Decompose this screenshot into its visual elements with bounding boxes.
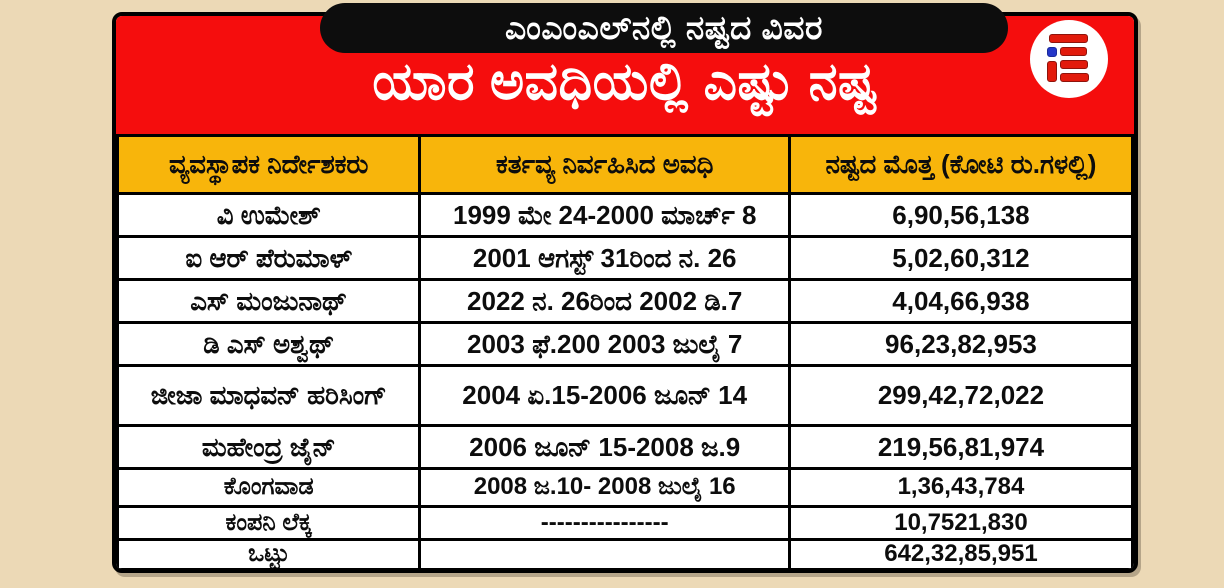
cell-period: 2006 ಜೂನ್ 15-2008 ಜ.9	[418, 424, 791, 470]
main-headline: ಯಾರ ಅವಧಿಯಲ್ಲಿ ಎಷ್ಟು ನಷ್ಟ	[372, 53, 878, 111]
title-pill-text: ಎಂಎಂಎಲ್‌ನಲ್ಲಿ ನಷ್ಟದ ವಿವರ	[505, 8, 823, 46]
table-row: ಮಹೇಂದ್ರ ಜೈನ್ 2006 ಜೂನ್ 15-2008 ಜ.9 219,5…	[116, 424, 1134, 470]
cell-director: ಐ ಆರ್ ಪೆರುಮಾಳ್	[116, 235, 422, 281]
table-row: ವಿ ಉಮೇಶ್ 1999 ಮೇ 24-2000 ಮಾರ್ಚ್ 8 6,90,5…	[116, 192, 1134, 238]
infographic-card: ಯಾರ ಅವಧಿಯಲ್ಲಿ ಎಷ್ಟು ನಷ್ಟ ವ್ಯವಸ್ಥಾಪಕ ನಿರ್…	[112, 12, 1138, 573]
cell-loss: 219,56,81,974	[787, 424, 1134, 470]
cell-period: 2022 ನ. 26ರಿಂದ 2002 ಡಿ.7	[418, 278, 791, 324]
news-brand-logo-icon	[1030, 20, 1108, 98]
table-row-total: ಒಟ್ಟು 642,32,85,951	[116, 538, 1134, 569]
cell-director: ಎಸ್ ಮಂಜುನಾಥ್	[116, 278, 422, 324]
col-header-period: ಕರ್ತವ್ಯ ನಿರ್ವಹಿಸಿದ ಅವಧಿ	[418, 134, 791, 195]
table-row: ಕಂಪನಿ ಲೆಕ್ಕ ---------------- 10,7521,830	[116, 505, 1134, 541]
logo-bar-bottom	[1060, 73, 1089, 82]
cell-loss: 10,7521,830	[787, 505, 1134, 541]
loss-table: ವ್ಯವಸ್ಥಾಪಕ ನಿರ್ದೇಶಕರು ಕರ್ತವ್ಯ ನಿರ್ವಹಿಸಿದ…	[116, 134, 1134, 569]
cell-director: ಕಂಪನಿ ಲೆಕ್ಕ	[116, 505, 422, 541]
cell-director: ಮಹೇಂದ್ರ ಜೈನ್	[116, 424, 422, 470]
cell-period: 2001 ಆಗಸ್ಟ್ 31ರಿಂದ ನ. 26	[418, 235, 791, 281]
cell-period: 2003 ಫೆ.200 2003 ಜುಲೈ 7	[418, 321, 791, 367]
logo-bar-vertical	[1047, 61, 1057, 82]
cell-period: ----------------	[418, 505, 791, 541]
table-row: ಡಿ ಎಸ್ ಅಶ್ವಥ್ 2003 ಫೆ.200 2003 ಜುಲೈ 7 96…	[116, 321, 1134, 367]
cell-loss: 96,23,82,953	[787, 321, 1134, 367]
cell-loss: 642,32,85,951	[787, 538, 1134, 569]
logo-bar-top	[1049, 34, 1088, 43]
cell-director: ವಿ ಉಮೇಶ್	[116, 192, 422, 238]
cell-period: 1999 ಮೇ 24-2000 ಮಾರ್ಚ್ 8	[418, 192, 791, 238]
cell-director: ಜೀಜಾ ಮಾಧವನ್ ಹರಿಸಿಂಗ್	[116, 364, 422, 427]
cell-loss: 4,04,66,938	[787, 278, 1134, 324]
col-header-director: ವ್ಯವಸ್ಥಾಪಕ ನಿರ್ದೇಶಕರು	[116, 134, 422, 195]
cell-loss: 299,42,72,022	[787, 364, 1134, 427]
table-header-row: ವ್ಯವಸ್ಥಾಪಕ ನಿರ್ದೇಶಕರು ಕರ್ತವ್ಯ ನಿರ್ವಹಿಸಿದ…	[116, 134, 1134, 195]
table-row: ಎಸ್ ಮಂಜುನಾಥ್ 2022 ನ. 26ರಿಂದ 2002 ಡಿ.7 4,…	[116, 278, 1134, 324]
logo-bar-third	[1060, 60, 1088, 69]
cell-loss: 5,02,60,312	[787, 235, 1134, 281]
cell-director: ಕೊಂಗವಾಡ	[116, 467, 422, 508]
cell-period: 2008 ಜ.10- 2008 ಜುಲೈ 16	[418, 467, 791, 508]
table-row: ಕೊಂಗವಾಡ 2008 ಜ.10- 2008 ಜುಲೈ 16 1,36,43,…	[116, 467, 1134, 508]
title-pill: ಎಂಎಂಎಲ್‌ನಲ್ಲಿ ನಷ್ಟದ ವಿವರ	[320, 3, 1008, 53]
cell-loss: 6,90,56,138	[787, 192, 1134, 238]
cell-loss: 1,36,43,784	[787, 467, 1134, 508]
col-header-loss: ನಷ್ಟದ ಮೊತ್ತ (ಕೋಟಿ ರು.ಗಳಲ್ಲಿ)	[787, 134, 1134, 195]
cell-director: ಒಟ್ಟು	[116, 538, 422, 569]
logo-blue-dot	[1047, 47, 1057, 57]
cell-period: 2004 ಏ.15-2006 ಜೂನ್ 14	[418, 364, 791, 427]
cell-period	[418, 538, 791, 569]
table-row: ಜೀಜಾ ಮಾಧವನ್ ಹರಿಸಿಂಗ್ 2004 ಏ.15-2006 ಜೂನ್…	[116, 364, 1134, 427]
logo-bar-middle	[1060, 47, 1087, 56]
table-row: ಐ ಆರ್ ಪೆರುಮಾಳ್ 2001 ಆಗಸ್ಟ್ 31ರಿಂದ ನ. 26 …	[116, 235, 1134, 281]
cell-director: ಡಿ ಎಸ್ ಅಶ್ವಥ್	[116, 321, 422, 367]
